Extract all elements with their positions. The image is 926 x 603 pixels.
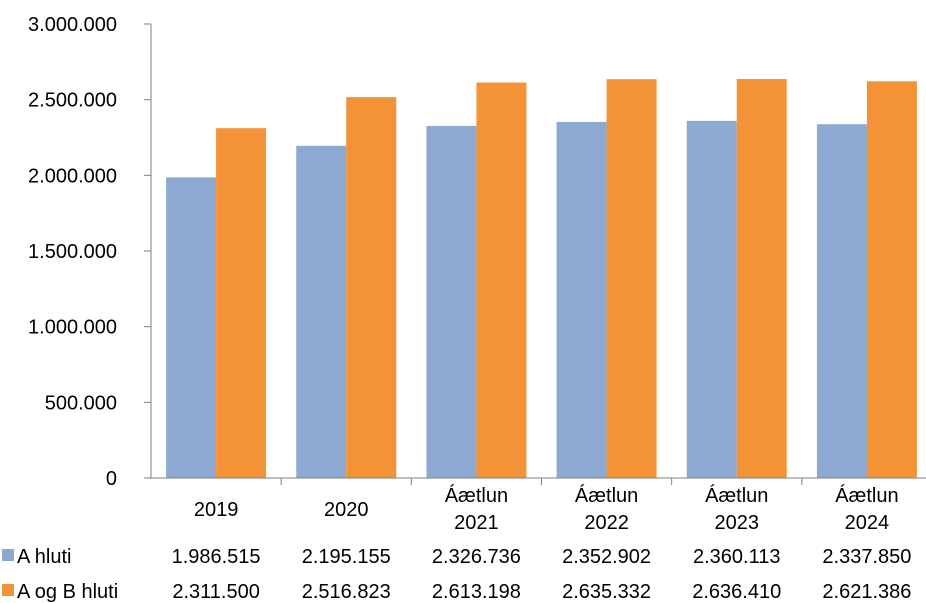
- y-tick-label: 1.500.000: [28, 241, 117, 263]
- data-table-value: 1.986.515: [172, 546, 261, 568]
- bar-a-og-b-hluti: [606, 79, 657, 478]
- bar-a-og-b-hluti: [476, 82, 527, 478]
- y-tick-label: 3.000.000: [28, 14, 117, 36]
- y-tick-label: 2.000.000: [28, 165, 117, 187]
- data-table-value: 2.326.736: [432, 546, 521, 568]
- bar-a-hluti: [816, 124, 867, 478]
- y-tick-label: 2.500.000: [28, 90, 117, 112]
- y-axis-ticks: 0 500.000 1.000.000 1.500.000 2.000.000 2.500…: [28, 14, 151, 490]
- data-table-value: 2.516.823: [302, 581, 391, 603]
- x-category-label: 2019: [194, 499, 239, 521]
- x-category-label: Áætlun 2023: [705, 484, 768, 534]
- y-tick-label: 0: [106, 468, 117, 490]
- bar-a-hluti: [296, 145, 347, 479]
- category-labels: 2019 2020 Áætlun 2021 Áætlun 2022 Áætlun 2023 Áæ…: [194, 484, 899, 534]
- axes: [150, 24, 926, 485]
- y-tick-label: 500.000: [45, 392, 117, 414]
- x-category-label: Áætlun 2022: [575, 484, 638, 534]
- y-tick-label: 1.000.000: [28, 317, 117, 339]
- data-table-value: 2.621.386: [822, 581, 911, 603]
- data-table-value: 2.360.113: [693, 546, 781, 568]
- bar-a-og-b-hluti: [216, 128, 267, 478]
- x-category-label: 2020: [324, 499, 369, 521]
- bar-a-og-b-hluti: [736, 79, 787, 478]
- bar-a-og-b-hluti: [346, 97, 397, 478]
- bar-a-hluti: [426, 125, 477, 479]
- legend-series-name: A og B hluti: [17, 581, 118, 603]
- bars: [166, 79, 917, 479]
- bar-a-hluti: [166, 177, 217, 478]
- bar-a-og-b-hluti: [866, 81, 917, 478]
- data-table-value: 2.311.500: [172, 581, 260, 603]
- data-table-value: 2.195.155: [302, 546, 391, 568]
- legend-swatch: [2, 584, 14, 596]
- legend-series-name: A hluti: [17, 546, 71, 568]
- data-table-value: 2.352.902: [562, 546, 651, 568]
- data-table: A hluti 1.986.515 2.195.155 2.326.736 2.352.…: [2, 546, 911, 603]
- bar-a-hluti: [556, 121, 607, 479]
- data-table-value: 2.613.198: [432, 581, 521, 603]
- legend-swatch: [2, 549, 14, 561]
- data-table-value: 2.636.410: [692, 581, 781, 603]
- data-table-value: 2.635.332: [562, 581, 651, 603]
- x-category-label: Áætlun 2024: [835, 484, 898, 534]
- x-category-label: Áætlun 2021: [445, 484, 508, 534]
- bar-a-hluti: [686, 120, 737, 478]
- data-table-value: 2.337.850: [822, 546, 911, 568]
